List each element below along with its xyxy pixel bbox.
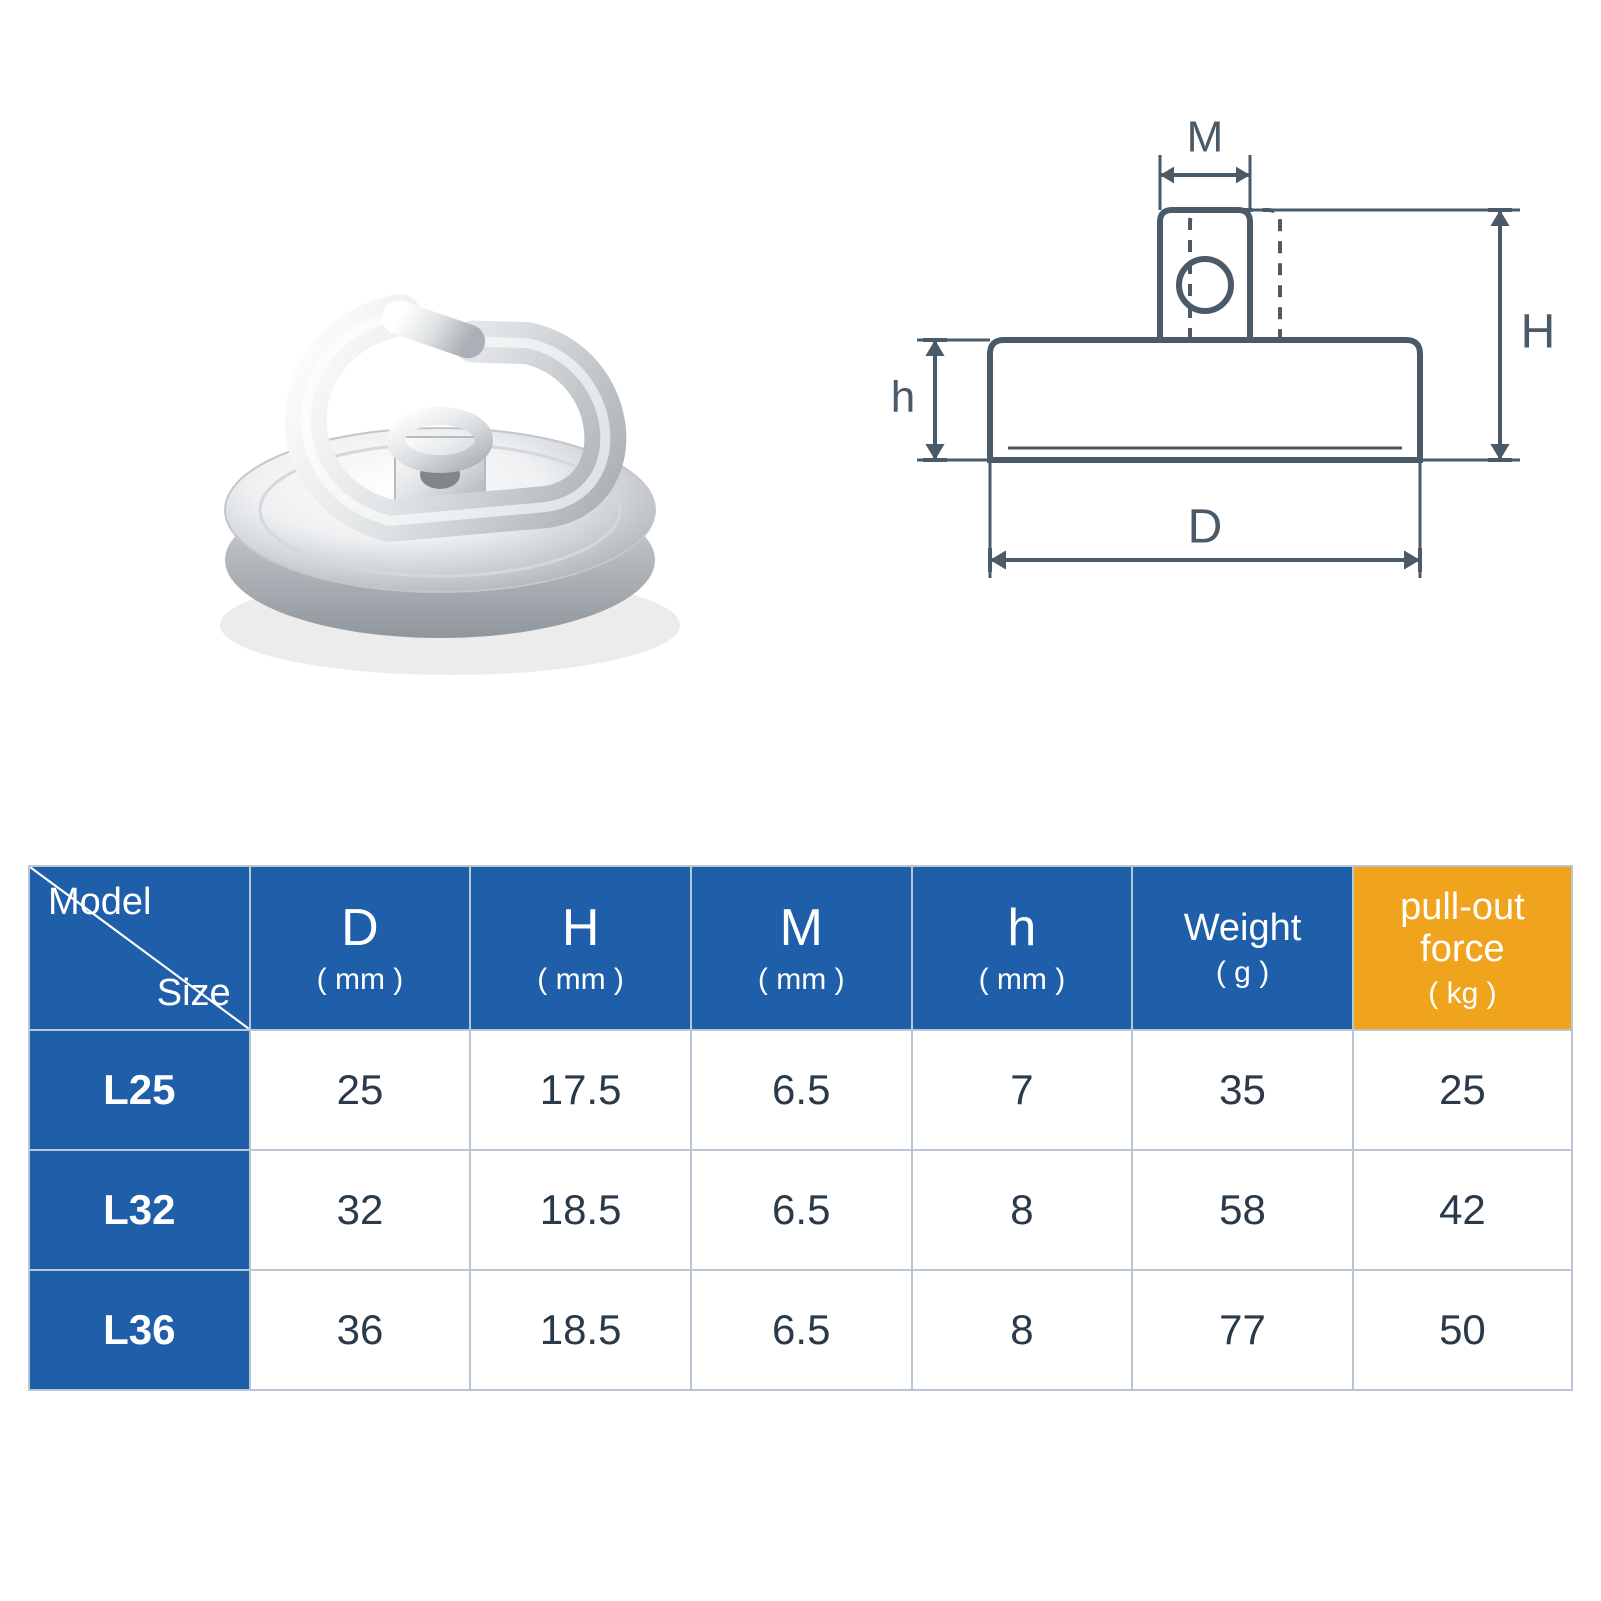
cell: 35 [1132,1030,1353,1150]
cell: 6.5 [691,1030,912,1150]
cell: 58 [1132,1150,1353,1270]
cell: 6.5 [691,1150,912,1270]
row-label-l32: L32 [29,1150,250,1270]
row-label-l25: L25 [29,1030,250,1150]
svg-text:H: H [1521,306,1556,359]
cell: 8 [912,1270,1133,1390]
svg-text:D: D [1188,501,1223,554]
cell: 18.5 [470,1150,691,1270]
header-d: D( mm ) [250,866,471,1030]
table-row: L323218.56.585842 [29,1150,1572,1270]
spec-table: ModelSizeD( mm )H( mm )M( mm )h( mm )Wei… [28,865,1573,1391]
cell: 36 [250,1270,471,1390]
svg-text:h: h [891,373,915,422]
header-m: M( mm ) [691,866,912,1030]
cell: 42 [1353,1150,1572,1270]
table-row: L252517.56.573525 [29,1030,1572,1150]
cell: 50 [1353,1270,1572,1390]
technical-diagram: M Hh D [880,100,1560,700]
row-label-l36: L36 [29,1270,250,1390]
product-photo [120,80,760,720]
table-row: L363618.56.587750 [29,1270,1572,1390]
svg-text:M: M [1187,113,1224,162]
cell: 32 [250,1150,471,1270]
header-model-size: ModelSize [29,866,250,1030]
cell: 25 [250,1030,471,1150]
header-h: H( mm ) [470,866,691,1030]
cell: 25 [1353,1030,1572,1150]
cell: 7 [912,1030,1133,1150]
top-area: M Hh D [0,0,1601,850]
header-weight: Weight( g ) [1132,866,1353,1030]
cell: 6.5 [691,1270,912,1390]
cell: 18.5 [470,1270,691,1390]
cell: 77 [1132,1270,1353,1390]
header-pull-out-force: pull-out force( kg ) [1353,866,1572,1030]
cell: 17.5 [470,1030,691,1150]
cell: 8 [912,1150,1133,1270]
header-h: h( mm ) [912,866,1133,1030]
